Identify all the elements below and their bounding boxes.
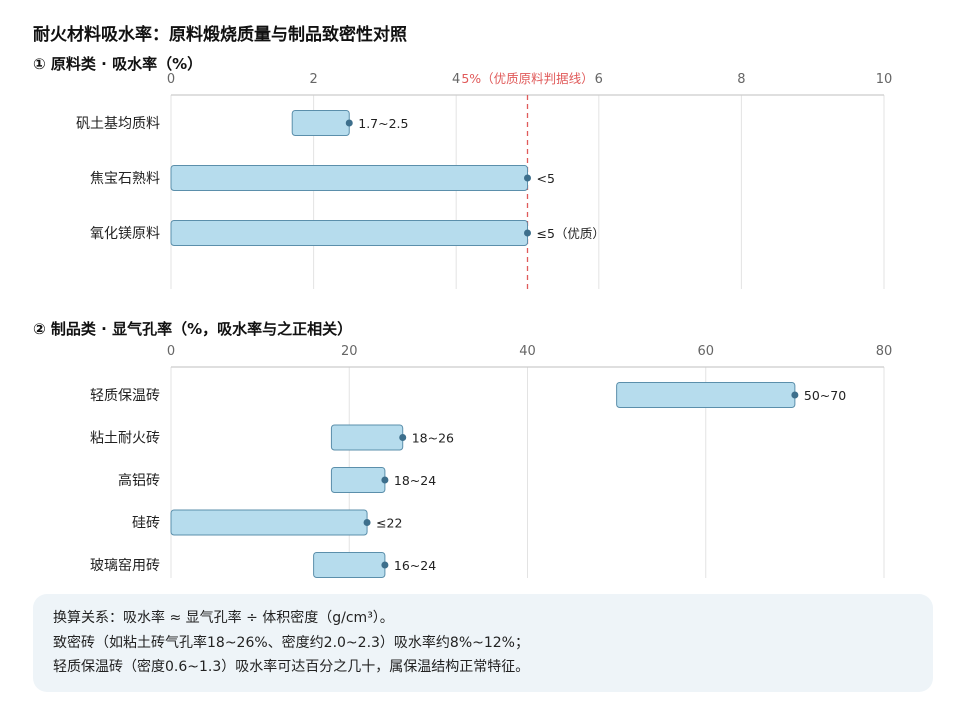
data-label: ≤22 bbox=[376, 516, 402, 531]
product-porosity-chart: 0 20 40 60 80 轻质保温砖 50~70 粘土耐火砖 18~26 高铝砖 18~24 硅砖 ≤… bbox=[90, 344, 893, 578]
data-label: 16~24 bbox=[394, 558, 436, 573]
tick-label: 20 bbox=[341, 344, 358, 359]
category-label: 氧化镁原料 bbox=[90, 226, 160, 242]
data-label: 1.7~2.5 bbox=[358, 116, 408, 131]
raw-material-water-absorption-chart: 0 2 4 6 8 10 5%（优质原料判据线） 矾土基均质料 1.7~2.5 焦宝石熟料 <5 氧化… bbox=[76, 71, 893, 289]
category-label: 粘土耐火砖 bbox=[90, 431, 160, 447]
range-end-dot bbox=[399, 434, 407, 441]
range-end-dot bbox=[524, 174, 531, 182]
tick-label: 80 bbox=[876, 344, 893, 359]
data-label: 50~70 bbox=[804, 388, 846, 403]
range-end-dot bbox=[381, 561, 389, 569]
range-bar bbox=[616, 382, 796, 408]
tick-label: 0 bbox=[167, 344, 175, 359]
reference-line-label: 5%（优质原料判据线） bbox=[461, 71, 593, 86]
tick-label: 10 bbox=[876, 72, 893, 87]
range-end-dot bbox=[791, 391, 799, 399]
data-label: <5 bbox=[537, 171, 555, 186]
data-label: ≤5（优质） bbox=[537, 226, 605, 241]
note-line: 轻质保温砖（密度0.6~1.3）吸水率可达百分之几十，属保温结构正常特征。 bbox=[53, 659, 530, 675]
range-bar bbox=[313, 552, 386, 578]
category-label: 硅砖 bbox=[132, 516, 160, 532]
data-label: 18~24 bbox=[394, 473, 436, 488]
tick-label: 4 bbox=[452, 72, 460, 87]
category-label: 矾土基均质料 bbox=[76, 115, 160, 132]
data-label: 18~26 bbox=[412, 431, 454, 446]
range-end-dot bbox=[345, 119, 353, 127]
category-label: 焦宝石熟料 bbox=[90, 171, 160, 187]
tick-label: 60 bbox=[697, 344, 714, 359]
range-end-dot bbox=[363, 519, 371, 526]
note-line: 致密砖（如粘土砖气孔率18~26%、密度约2.0~2.3）吸水率约8%~12%； bbox=[53, 634, 529, 651]
conversion-note: 换算关系：吸水率 ≈ 显气孔率 ÷ 体积密度（g/cm³）。 致密砖（如粘土砖气… bbox=[33, 594, 933, 692]
section-title-products: ② 制品类 · 显气孔率（%，吸水率与之正相关） bbox=[33, 320, 353, 338]
tick-label: 40 bbox=[519, 344, 536, 359]
range-end-dot bbox=[381, 476, 389, 484]
tick-label: 2 bbox=[309, 72, 317, 87]
category-label: 玻璃窑用砖 bbox=[90, 557, 160, 574]
note-line: 换算关系：吸水率 ≈ 显气孔率 ÷ 体积密度（g/cm³）。 bbox=[53, 610, 394, 626]
range-bar bbox=[330, 467, 386, 493]
tick-label: 8 bbox=[737, 72, 745, 87]
range-bar bbox=[330, 424, 404, 451]
tick-label: 6 bbox=[595, 72, 603, 87]
section-title-raw-materials: ① 原料类 · 吸水率（%） bbox=[33, 55, 203, 73]
tick-label: 0 bbox=[167, 72, 175, 87]
page-title: 耐火材料吸水率：原料煅烧质量与制品致密性对照 bbox=[33, 25, 407, 45]
category-label: 高铝砖 bbox=[118, 472, 160, 489]
range-bar bbox=[170, 509, 368, 536]
range-end-dot bbox=[524, 229, 531, 237]
category-label: 轻质保温砖 bbox=[90, 388, 160, 404]
